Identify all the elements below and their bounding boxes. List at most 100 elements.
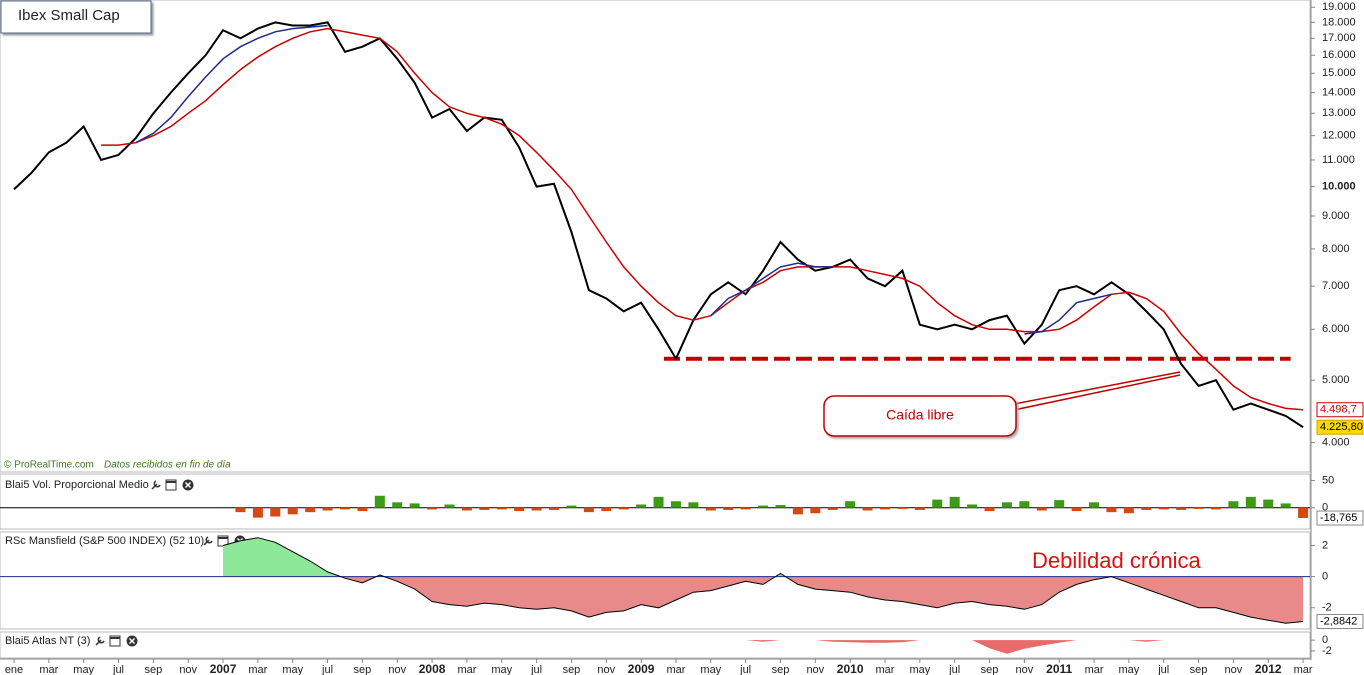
y-tick-label: 7.000 [1322,280,1350,292]
panel-title: Blai5 Atlas NT (3) [5,635,90,647]
y-tick-label: 15.000 [1322,67,1356,79]
bar [1210,507,1221,510]
x-tick-label: sep [144,664,162,675]
y-tick-label: 19.000 [1322,1,1356,13]
last-value-label: -18,765 [1320,512,1357,524]
bar [1280,503,1291,508]
bar [549,507,560,510]
panel-title: Blai5 Vol. Proporcional Medio [5,479,149,491]
x-tick-label: sep [1190,664,1208,675]
bar [723,507,734,510]
y-tick-label: 13.000 [1322,107,1356,119]
bar [479,507,490,510]
x-tick-label: 2011 [1046,662,1072,675]
note: Datos recibidos en fin de día [104,460,231,471]
bar [1106,507,1117,513]
bar [1141,507,1152,510]
bar [1193,507,1204,509]
bar [984,507,995,512]
bar [1123,507,1134,514]
x-tick-label: may [909,664,930,675]
x-tick-label: 2012 [1255,662,1282,675]
bar [1071,507,1082,512]
bar [601,507,612,512]
bar [1228,501,1239,508]
bar [1001,502,1012,508]
y-tick-label: 9.000 [1322,210,1350,222]
last-value-label: -2,8842 [1320,615,1357,627]
x-tick-label: mar [1294,664,1313,675]
bar [653,496,664,508]
last-value-label: 4.498,7 [1320,404,1357,416]
x-tick-label: 2009 [628,662,655,675]
last-value-box [1316,510,1364,526]
x-tick-label: sep [981,664,999,675]
bar [322,507,333,511]
bar [967,504,978,508]
bar [914,507,925,510]
x-tick-label: may [282,664,303,675]
bar [932,499,943,508]
bar [427,507,438,510]
x-tick-label: mar [457,664,476,675]
bar [775,505,786,508]
x-tick-label: nov [1225,664,1243,675]
x-tick-label: sep [354,664,372,675]
last-value-label: 4.225,80 [1320,421,1363,433]
y-tick-label: 6.000 [1322,323,1350,335]
bar [1054,500,1065,508]
y-tick-label: 18.000 [1322,16,1356,28]
y-tick-label: 0 [1322,634,1328,646]
annotation: Caída libre [886,407,954,423]
y-tick-label: -2 [1322,602,1332,614]
bar [461,507,472,511]
bar [705,507,716,511]
bar [287,507,298,515]
panel-icons[interactable] [95,635,138,647]
y-tick-label: 50 [1322,474,1334,486]
callout-box [823,395,1017,437]
last-value-box [1316,419,1364,435]
bar [409,503,420,508]
x-tick-label: jul [112,664,124,675]
bar [1176,507,1187,510]
x-tick-label: nov [179,664,197,675]
bar [1089,502,1100,508]
y-tick-label: 14.000 [1322,86,1356,98]
bar [862,507,873,511]
x-tick-label: jul [530,664,542,675]
callout-pointer [1013,374,1181,411]
bar [636,504,647,508]
bar [810,507,821,514]
bar [670,501,681,508]
moving-average [135,24,1112,335]
bar [949,496,960,508]
atlas-panel [0,631,1311,659]
bar [270,507,281,517]
bar [688,502,699,508]
x-tick-label: jul [739,664,751,675]
bar [827,507,838,510]
y-tick-label: -2 [1322,645,1332,657]
bar [1036,507,1047,511]
rsc-panel [0,531,1311,630]
y-tick-label: 2 [1322,539,1328,551]
bar [1298,507,1309,519]
panel-icons[interactable] [151,479,194,491]
x-tick-label: jul [321,664,333,675]
y-tick-label: 8.000 [1322,243,1350,255]
y-tick-label: 4.000 [1322,436,1350,448]
y-tick-label: 10.000 [1322,180,1356,192]
x-tick-label: jul [1157,664,1169,675]
x-tick-label: jul [948,664,960,675]
last-value-box [1316,614,1364,630]
bar [514,507,525,512]
bar [583,507,594,513]
y-tick-label: 0 [1322,571,1328,583]
bar [235,507,246,513]
x-tick-label: mar [1085,664,1104,675]
bar [758,505,769,508]
y-tick-label: 0 [1322,502,1328,514]
y-tick-label: 17.000 [1322,32,1356,44]
